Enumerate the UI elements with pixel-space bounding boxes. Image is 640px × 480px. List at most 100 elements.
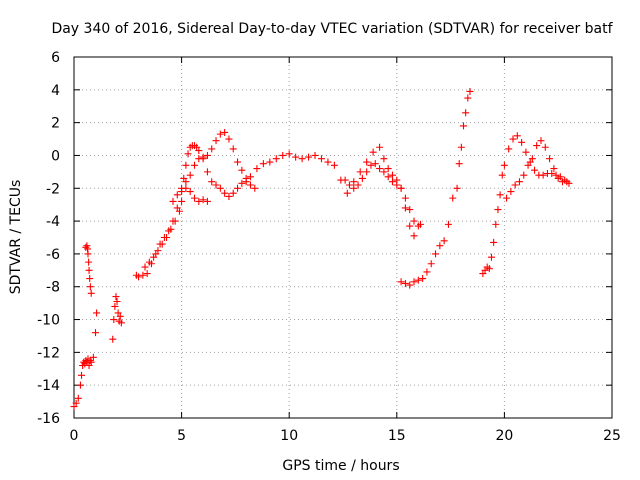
data-point (216, 130, 224, 138)
data-point (253, 165, 261, 173)
data-point (158, 240, 166, 248)
data-point (354, 181, 362, 189)
y-tick-label: -12 (37, 345, 60, 361)
data-point (113, 297, 121, 305)
data-point (92, 329, 100, 337)
data-point (167, 225, 175, 233)
data-point (199, 153, 207, 161)
data-point (453, 184, 461, 192)
data-point (84, 250, 92, 258)
data-point (163, 234, 171, 241)
data-point (464, 94, 472, 102)
data-point (522, 148, 530, 156)
data-point (266, 158, 274, 166)
data-point (369, 148, 377, 156)
data-point (406, 222, 414, 230)
data-point (259, 160, 267, 168)
data-point (109, 335, 117, 343)
data-point (524, 161, 532, 169)
data-point (178, 184, 186, 192)
data-point (292, 153, 300, 161)
data-point (139, 271, 147, 279)
data-point (397, 278, 405, 286)
y-tick-label: -16 (37, 411, 60, 427)
data-point (203, 168, 211, 176)
data-point (494, 206, 502, 214)
data-point (86, 357, 94, 365)
data-point (212, 181, 220, 189)
data-point (143, 270, 151, 278)
data-point (380, 155, 388, 163)
data-point (184, 150, 192, 158)
data-point (87, 289, 95, 297)
data-point (191, 194, 199, 202)
data-point (367, 161, 375, 169)
y-tick-label: -2 (46, 181, 60, 197)
data-point (444, 220, 452, 228)
chart-title: Day 340 of 2016, Sidereal Day-to-day VTE… (51, 21, 613, 37)
y-tick-label: 4 (51, 83, 60, 99)
data-point (533, 142, 541, 150)
data-point (414, 276, 422, 284)
data-point (221, 189, 229, 197)
data-point (498, 171, 506, 179)
data-point (376, 165, 384, 173)
data-point (225, 192, 233, 200)
data-point (466, 87, 474, 95)
x-tick-label: 15 (388, 428, 406, 444)
y-tick-label: 2 (51, 116, 60, 132)
data-point (343, 189, 351, 197)
y-tick-label: -6 (46, 247, 60, 263)
data-point (175, 207, 183, 215)
data-point (195, 147, 203, 155)
data-point (350, 178, 358, 186)
data-point (178, 197, 186, 205)
data-point (356, 168, 364, 176)
data-point (234, 184, 242, 192)
data-point (145, 258, 153, 266)
data-point (455, 160, 463, 168)
data-point (154, 247, 162, 255)
data-point (358, 174, 366, 182)
y-tick-label: -14 (37, 378, 60, 394)
data-point (550, 165, 558, 173)
data-point (216, 184, 224, 192)
data-point (427, 260, 435, 268)
y-tick-label: 6 (51, 50, 60, 66)
data-point (186, 188, 194, 196)
data-point (539, 171, 547, 179)
data-point (251, 184, 259, 192)
data-point (416, 220, 424, 228)
data-point (272, 155, 280, 163)
data-point (500, 161, 508, 169)
data-point (509, 135, 517, 143)
data-point (384, 173, 392, 181)
data-point (546, 155, 554, 163)
data-point (76, 381, 84, 389)
data-point (462, 109, 470, 117)
x-tick-label: 25 (603, 428, 621, 444)
y-axis-title: SDTVAR / TECUs (8, 180, 24, 295)
data-point (110, 316, 118, 324)
data-point (384, 165, 392, 173)
data-point (72, 399, 80, 407)
data-point (487, 253, 495, 261)
y-tick-label: -8 (46, 280, 60, 296)
data-point (518, 138, 526, 146)
data-point (246, 181, 254, 189)
data-point (460, 122, 468, 130)
data-point (89, 353, 97, 361)
data-point (440, 237, 448, 245)
data-point (496, 191, 504, 199)
data-point (457, 143, 465, 151)
data-point (513, 132, 521, 140)
data-point (410, 217, 418, 225)
data-point (410, 278, 418, 286)
data-point (305, 153, 313, 161)
x-axis-title: GPS time / hours (282, 458, 399, 474)
x-tick-label: 0 (70, 428, 79, 444)
data-point (311, 151, 319, 159)
data-point (511, 181, 519, 189)
grid-lines (74, 57, 612, 418)
data-point (182, 178, 190, 186)
